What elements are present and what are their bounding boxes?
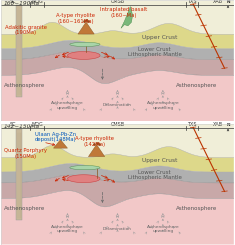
Polygon shape xyxy=(1,40,234,60)
Polygon shape xyxy=(16,5,22,97)
Text: Asthenosphere: Asthenosphere xyxy=(176,83,217,88)
Text: Intraplated basalt
(160~Ma): Intraplated basalt (160~Ma) xyxy=(100,7,147,18)
Text: Asthenosphere
upwelling: Asthenosphere upwelling xyxy=(146,101,179,110)
Text: A-type rhyolite
(160~161Ma): A-type rhyolite (160~161Ma) xyxy=(56,13,95,24)
Polygon shape xyxy=(1,164,234,183)
Polygon shape xyxy=(1,146,234,172)
Text: Asthenosphere: Asthenosphere xyxy=(176,206,217,211)
Text: Adakitic granite
(190Ma): Adakitic granite (190Ma) xyxy=(5,25,47,36)
Polygon shape xyxy=(1,22,234,49)
Text: Lithospheric Mantle: Lithospheric Mantle xyxy=(128,52,182,57)
Text: Upper Crust: Upper Crust xyxy=(142,158,177,163)
Polygon shape xyxy=(67,175,100,183)
Text: XAB: XAB xyxy=(212,0,223,4)
Polygon shape xyxy=(1,52,234,84)
Text: CMSB: CMSB xyxy=(110,122,125,127)
Text: Asthenosphere
upwelling: Asthenosphere upwelling xyxy=(51,225,84,233)
Text: MOG: MOG xyxy=(31,0,43,4)
Polygon shape xyxy=(1,67,234,121)
Polygon shape xyxy=(54,140,67,148)
Text: Delamination: Delamination xyxy=(103,103,132,107)
Text: N: N xyxy=(226,0,230,4)
Text: MOG: MOG xyxy=(31,122,43,127)
Polygon shape xyxy=(78,22,94,34)
Polygon shape xyxy=(67,51,100,59)
Text: TXS: TXS xyxy=(187,122,197,127)
Polygon shape xyxy=(1,124,234,158)
Text: TXS: TXS xyxy=(187,0,197,4)
Text: Upper Crust: Upper Crust xyxy=(142,35,177,40)
Text: Lithospheric Mantle: Lithospheric Mantle xyxy=(128,175,182,180)
Polygon shape xyxy=(88,145,105,157)
Text: CMSB: CMSB xyxy=(110,0,125,4)
Text: A-type rhyolite
(142Ma): A-type rhyolite (142Ma) xyxy=(75,136,114,147)
Text: N: N xyxy=(226,123,230,127)
Polygon shape xyxy=(1,191,234,245)
Text: Lower Crust: Lower Crust xyxy=(138,170,171,175)
Ellipse shape xyxy=(70,165,100,170)
Text: 142~150Ma: 142~150Ma xyxy=(4,124,40,129)
Polygon shape xyxy=(121,7,133,28)
Text: 160~190Ma: 160~190Ma xyxy=(4,1,40,6)
Ellipse shape xyxy=(70,42,100,47)
Polygon shape xyxy=(1,175,234,207)
Text: Lower Crust: Lower Crust xyxy=(138,47,171,52)
Text: SC: SC xyxy=(10,122,16,127)
Text: Delamination: Delamination xyxy=(103,227,132,231)
Text: SC: SC xyxy=(10,0,16,4)
Polygon shape xyxy=(16,129,22,220)
Text: Asthenosphere
upwelling: Asthenosphere upwelling xyxy=(51,101,84,110)
Text: Asthenosphere
upwelling: Asthenosphere upwelling xyxy=(146,225,179,233)
Text: Asthenosphere: Asthenosphere xyxy=(4,83,45,88)
Text: Ulaan Ag-Pb-Zn
deposit(148Ma): Ulaan Ag-Pb-Zn deposit(148Ma) xyxy=(35,132,77,142)
Text: Asthenosphere: Asthenosphere xyxy=(4,206,45,211)
Text: XAB: XAB xyxy=(212,122,223,127)
Text: Quartz Porphyry
(150Ma): Quartz Porphyry (150Ma) xyxy=(4,148,47,159)
Polygon shape xyxy=(1,0,234,34)
